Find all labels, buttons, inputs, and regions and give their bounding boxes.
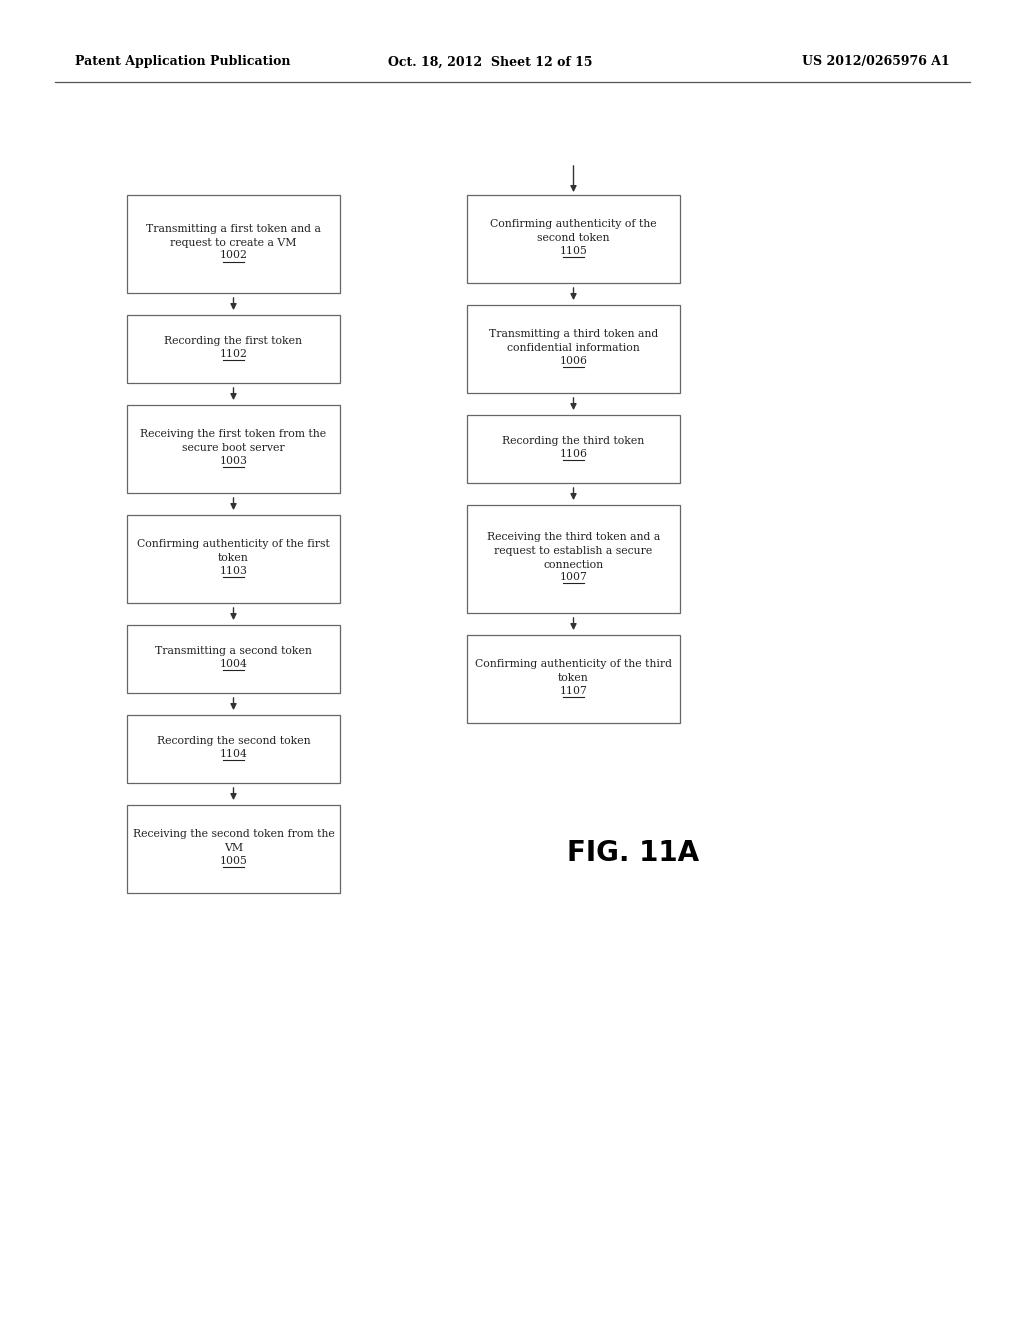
Text: Transmitting a third token and: Transmitting a third token and <box>488 329 658 339</box>
Text: confidential information: confidential information <box>507 343 640 352</box>
Text: Recording the third token: Recording the third token <box>503 436 645 446</box>
Text: connection: connection <box>544 560 603 569</box>
Text: request to establish a secure: request to establish a secure <box>495 546 652 556</box>
Text: 1105: 1105 <box>559 246 588 256</box>
Text: request to create a VM: request to create a VM <box>170 238 297 248</box>
Bar <box>127 315 340 383</box>
Text: Receiving the third token and a: Receiving the third token and a <box>486 532 660 543</box>
Text: 1004: 1004 <box>219 659 248 669</box>
Bar <box>467 195 680 282</box>
Text: 1104: 1104 <box>219 748 248 759</box>
Text: Oct. 18, 2012  Sheet 12 of 15: Oct. 18, 2012 Sheet 12 of 15 <box>388 55 592 69</box>
Bar <box>127 805 340 894</box>
Text: token: token <box>218 553 249 562</box>
Text: Receiving the second token from the: Receiving the second token from the <box>133 829 335 840</box>
Text: FIG. 11A: FIG. 11A <box>567 840 699 867</box>
Text: 1103: 1103 <box>219 565 248 576</box>
Text: US 2012/0265976 A1: US 2012/0265976 A1 <box>802 55 950 69</box>
Text: 1107: 1107 <box>559 685 588 696</box>
Bar <box>127 405 340 492</box>
Bar <box>467 506 680 612</box>
Text: second token: second token <box>538 232 609 243</box>
Bar <box>127 715 340 783</box>
Text: Recording the first token: Recording the first token <box>165 337 302 346</box>
Bar <box>467 635 680 723</box>
Text: secure boot server: secure boot server <box>182 442 285 453</box>
Bar <box>127 515 340 603</box>
Text: 1102: 1102 <box>219 348 248 359</box>
Text: 1003: 1003 <box>219 455 248 466</box>
Text: Confirming authenticity of the first: Confirming authenticity of the first <box>137 540 330 549</box>
Text: token: token <box>558 673 589 682</box>
Text: 1006: 1006 <box>559 355 588 366</box>
Text: 1005: 1005 <box>219 855 248 866</box>
Text: 1106: 1106 <box>559 449 588 459</box>
Text: 1007: 1007 <box>559 573 588 582</box>
Text: Confirming authenticity of the: Confirming authenticity of the <box>490 219 656 230</box>
Text: 1002: 1002 <box>219 251 248 260</box>
Text: Transmitting a first token and a: Transmitting a first token and a <box>146 224 321 234</box>
Text: Patent Application Publication: Patent Application Publication <box>75 55 291 69</box>
Bar <box>467 414 680 483</box>
Text: Receiving the first token from the: Receiving the first token from the <box>140 429 327 440</box>
Text: VM: VM <box>224 842 243 853</box>
Text: Transmitting a second token: Transmitting a second token <box>155 645 312 656</box>
Text: Recording the second token: Recording the second token <box>157 737 310 746</box>
Bar <box>127 624 340 693</box>
Bar <box>467 305 680 393</box>
Bar <box>127 195 340 293</box>
Text: Confirming authenticity of the third: Confirming authenticity of the third <box>475 659 672 669</box>
